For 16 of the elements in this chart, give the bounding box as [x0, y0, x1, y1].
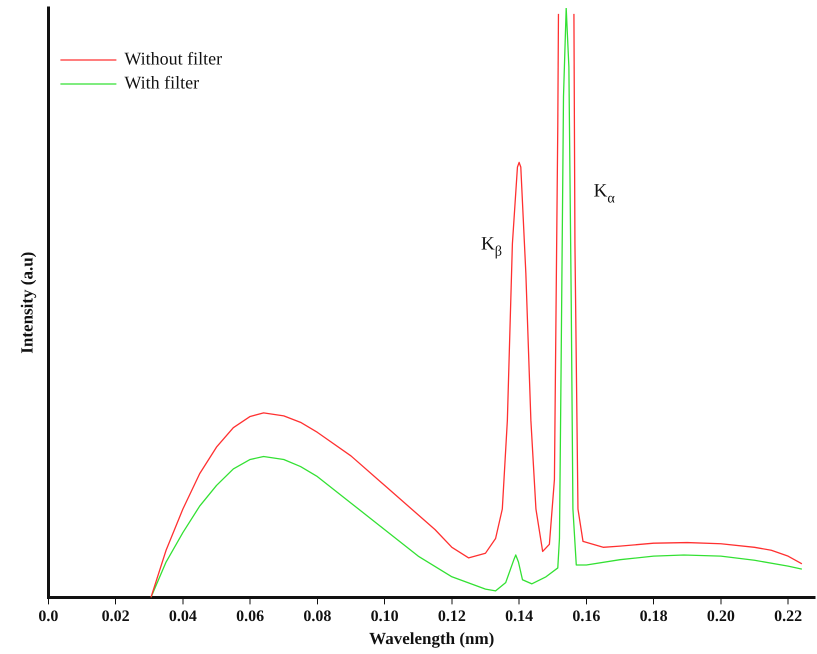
x-tick-label: 0.16	[572, 608, 600, 626]
x-tick-label: 0.10	[370, 608, 399, 626]
x-axis-title: Wavelength (nm)	[369, 629, 494, 648]
x-tick-label: 0.06	[236, 608, 264, 626]
x-tick-label: 0.02	[102, 608, 130, 626]
legend-label: Without filter	[124, 48, 222, 69]
x-tick-label: 0.20	[706, 608, 735, 626]
legend-label: With filter	[124, 72, 200, 93]
x-tick-label: 0.18	[640, 608, 668, 626]
x-tick-label: 0.12	[438, 608, 466, 626]
x-tick-label: 0.04	[168, 608, 197, 626]
x-tick-label: 0.14	[505, 608, 534, 626]
y-axis-title: Intensity (a.u)	[18, 252, 37, 354]
x-tick-label: 0.22	[774, 608, 802, 626]
x-tick-label: 0.0	[38, 608, 58, 626]
x-tick-label: 0.08	[303, 608, 332, 626]
